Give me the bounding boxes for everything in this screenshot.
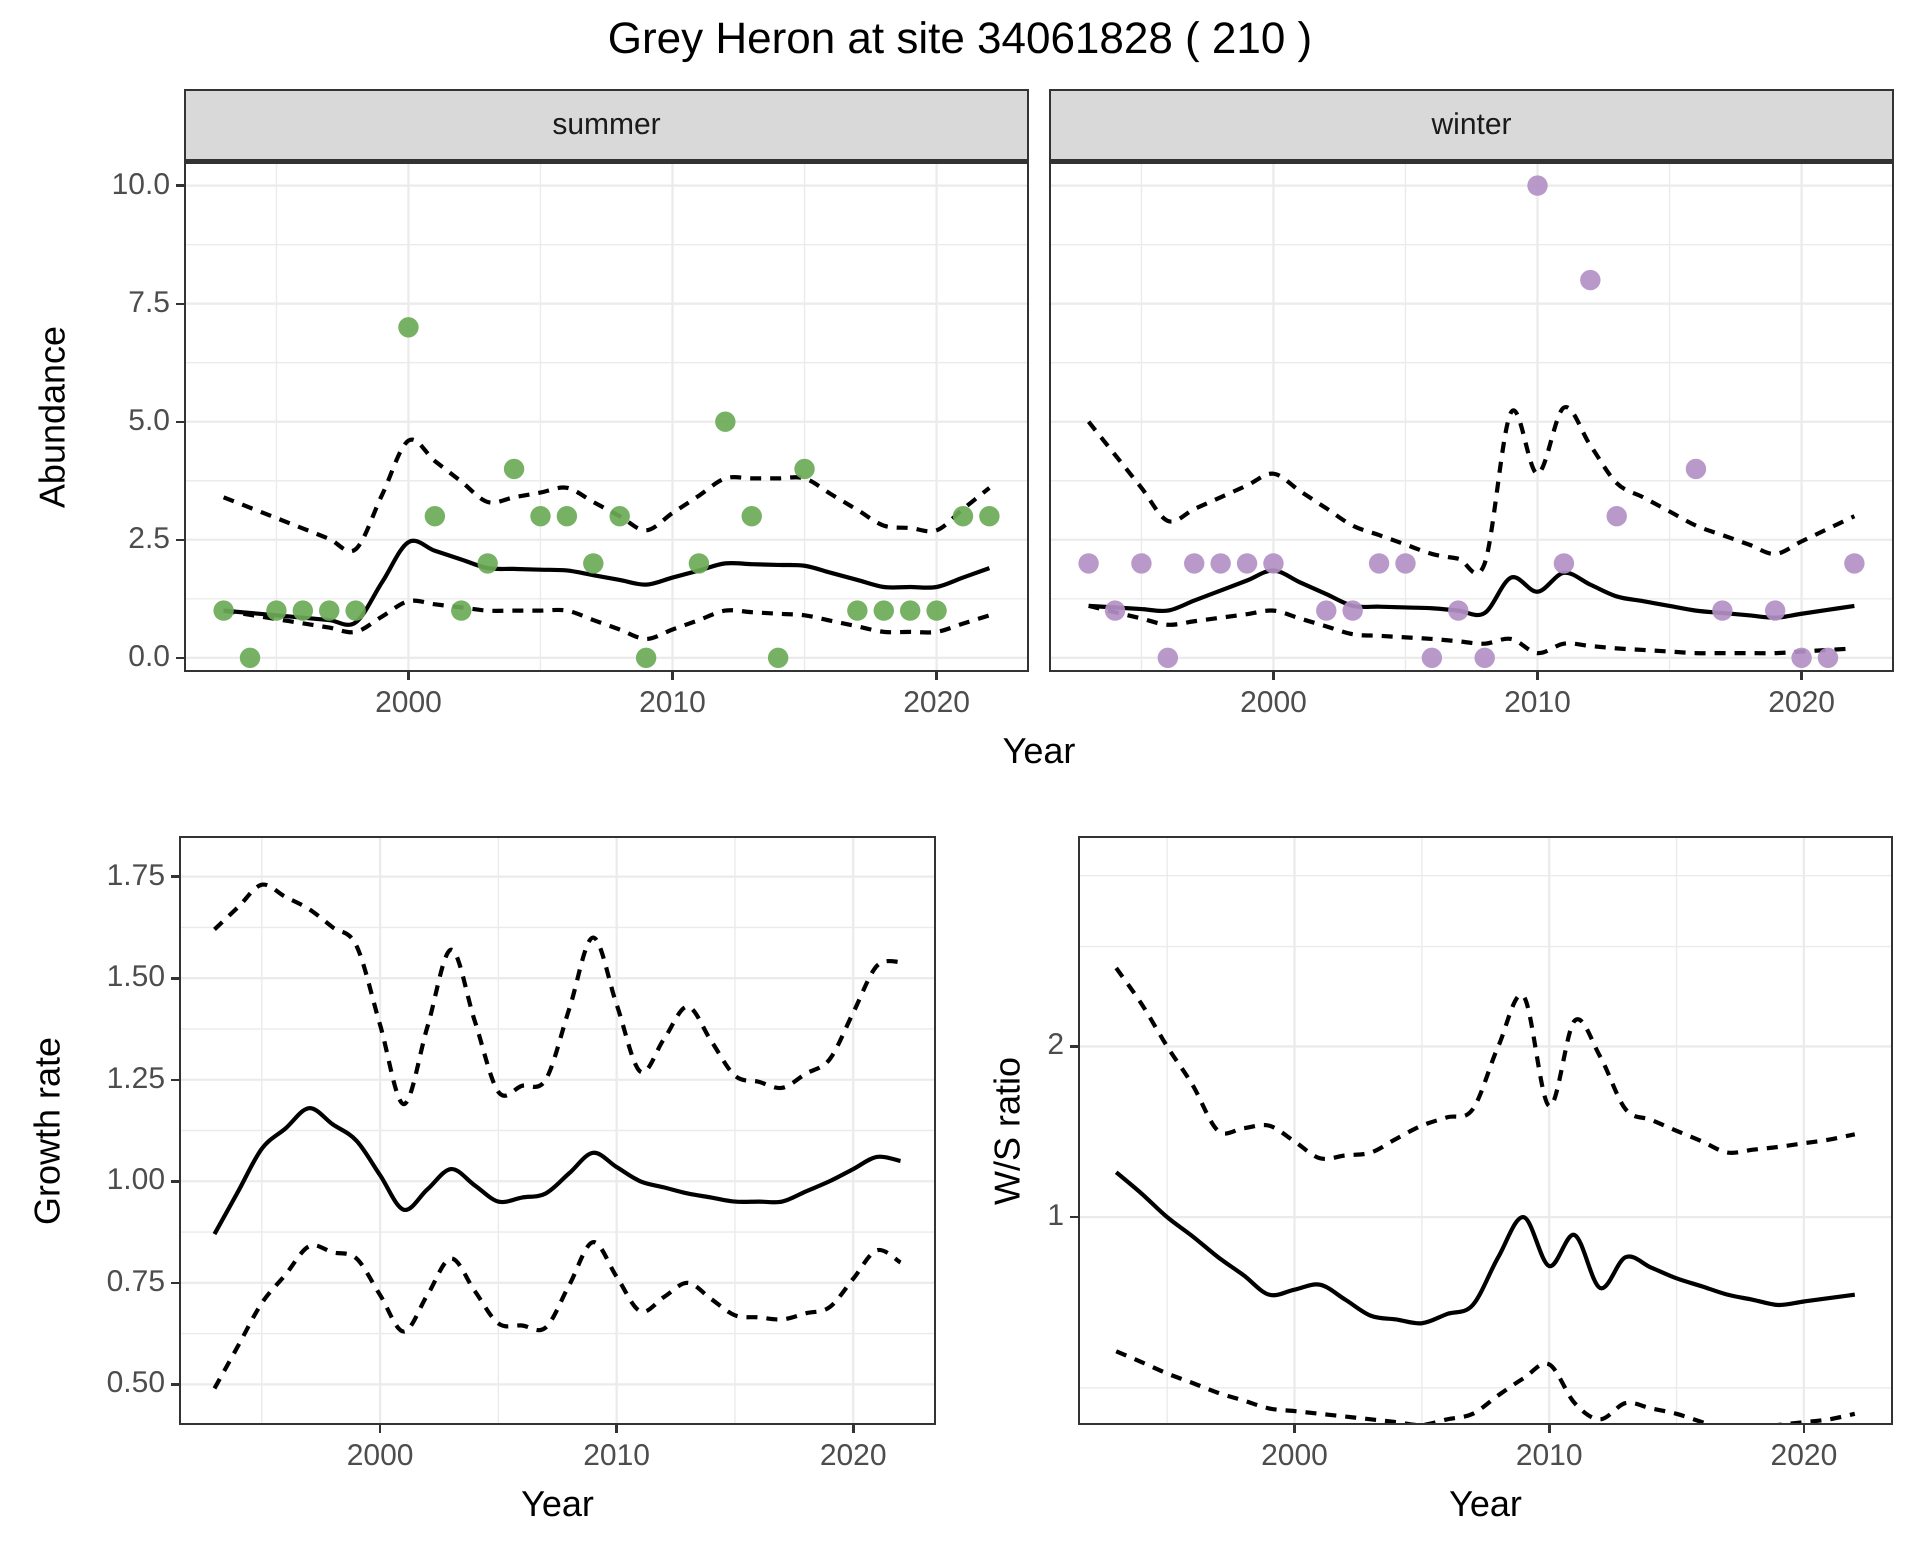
svg-text:Growth rate: Growth rate xyxy=(27,1036,68,1224)
svg-text:W/S ratio: W/S ratio xyxy=(987,1056,1028,1204)
svg-text:Abundance: Abundance xyxy=(32,326,73,508)
